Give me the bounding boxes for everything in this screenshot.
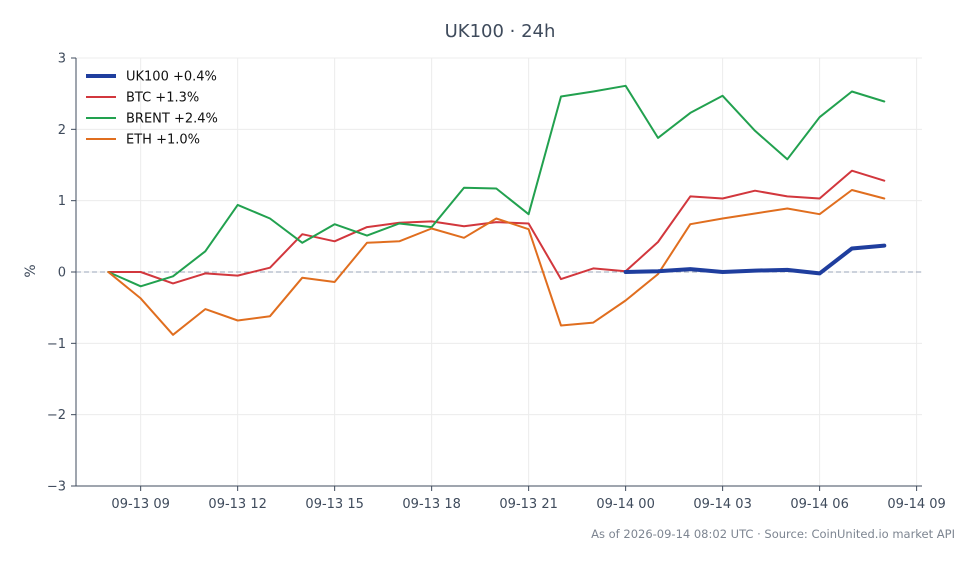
y-tick-label: 3 [58,52,66,67]
source-note: As of 2026-09-14 08:02 UTC · Source: Coi… [591,527,955,541]
x-tick-label: 09-14 00 [596,497,654,512]
series-lines [107,84,887,336]
legend-label-uk100: UK100 +0.4% [126,70,217,85]
legend-label-brent: BRENT +2.4% [126,112,218,127]
axes: 3 2 1 0 −1 −2 −3 09-13 09 09-13 12 09-13 15 09-13 … [47,52,946,513]
y-tick-label: 0 [58,266,66,281]
y-tick-label: −1 [47,337,66,352]
x-tick-label: 09-13 18 [402,497,460,512]
x-tick-label: 09-13 12 [208,497,266,512]
y-tick-label: −2 [47,408,66,423]
series-line-eth [107,189,886,336]
x-tick-label: 09-13 21 [499,497,557,512]
series-line-uk100 [623,243,887,276]
y-tick-label: −3 [47,480,66,495]
x-tick-label: 09-14 06 [790,497,848,512]
x-tick-label: 09-13 09 [111,497,169,512]
y-tick-label: 2 [58,123,66,138]
chart-title: UK100 · 24h [445,21,556,42]
legend: UK100 +0.4% BTC +1.3% BRENT +2.4% ETH +1.0% [86,70,218,148]
legend-label-btc: BTC +1.3% [126,91,199,106]
y-axis-label: % [23,264,39,277]
y-tick-label: 1 [58,194,66,209]
x-tick-label: 09-14 09 [887,497,945,512]
x-tick-label: 09-13 15 [305,497,363,512]
x-tick-label: 09-14 03 [693,497,751,512]
series-line-btc [107,169,886,285]
legend-label-eth: ETH +1.0% [126,133,200,148]
series-line-brent [107,84,886,288]
